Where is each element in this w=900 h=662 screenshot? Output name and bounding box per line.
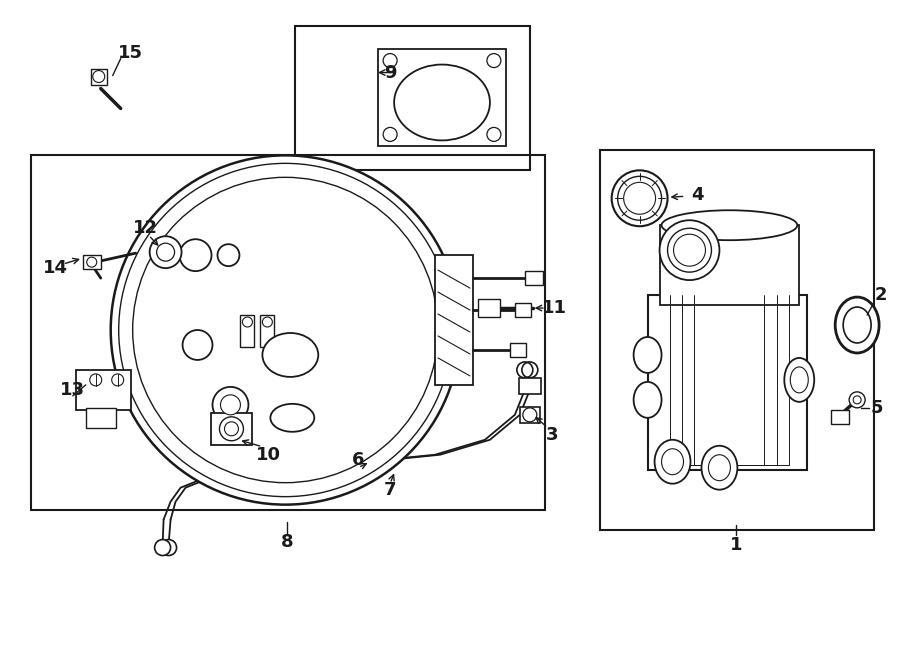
Circle shape [624, 182, 655, 214]
Circle shape [220, 417, 243, 441]
Text: 3: 3 [545, 426, 558, 444]
Ellipse shape [662, 449, 683, 475]
Circle shape [673, 234, 706, 266]
Ellipse shape [218, 244, 239, 266]
Ellipse shape [634, 382, 661, 418]
Circle shape [160, 540, 176, 555]
Ellipse shape [132, 177, 438, 483]
Ellipse shape [790, 367, 808, 393]
Ellipse shape [394, 65, 490, 140]
Bar [525, 271, 543, 285]
Bar [260, 315, 274, 347]
Circle shape [155, 540, 171, 555]
Text: 5: 5 [871, 399, 884, 417]
Bar [520, 407, 540, 423]
Text: 12: 12 [133, 219, 158, 237]
Circle shape [157, 243, 175, 261]
Bar [660, 225, 799, 305]
Circle shape [487, 127, 501, 142]
Bar [76, 370, 130, 410]
Circle shape [242, 317, 252, 327]
Ellipse shape [662, 211, 797, 240]
Ellipse shape [634, 337, 661, 373]
Circle shape [522, 362, 538, 378]
Circle shape [487, 54, 501, 68]
Circle shape [617, 176, 662, 220]
Text: 11: 11 [543, 299, 567, 317]
Ellipse shape [263, 333, 319, 377]
Text: 13: 13 [60, 381, 86, 399]
Bar [91, 69, 107, 85]
Bar [599, 150, 874, 530]
Bar [435, 255, 473, 385]
Ellipse shape [180, 239, 211, 271]
Ellipse shape [708, 455, 731, 481]
Text: 2: 2 [875, 286, 887, 304]
Ellipse shape [654, 440, 690, 484]
Text: 9: 9 [384, 64, 396, 81]
Bar [519, 378, 541, 394]
Ellipse shape [270, 404, 314, 432]
Circle shape [263, 317, 273, 327]
Bar [86, 408, 116, 428]
Text: 6: 6 [352, 451, 365, 469]
Ellipse shape [119, 164, 452, 496]
Circle shape [224, 422, 238, 436]
Text: 7: 7 [384, 481, 396, 498]
Circle shape [853, 396, 861, 404]
Bar [510, 343, 526, 357]
Ellipse shape [835, 297, 879, 353]
Text: 14: 14 [43, 259, 68, 277]
Bar [648, 295, 807, 470]
Circle shape [660, 220, 719, 280]
Ellipse shape [843, 307, 871, 343]
Bar [515, 303, 531, 317]
Circle shape [668, 228, 712, 272]
Circle shape [93, 71, 104, 83]
Ellipse shape [212, 387, 248, 423]
Circle shape [850, 392, 865, 408]
Ellipse shape [111, 156, 460, 504]
Text: 15: 15 [118, 44, 143, 62]
Bar [832, 410, 850, 424]
Circle shape [112, 374, 123, 386]
Circle shape [90, 374, 102, 386]
Bar [478, 299, 500, 317]
Circle shape [383, 54, 397, 68]
Bar [31, 156, 544, 510]
Ellipse shape [220, 395, 240, 415]
Text: 1: 1 [730, 536, 742, 553]
Circle shape [149, 236, 182, 268]
Text: 8: 8 [281, 532, 293, 551]
Circle shape [612, 170, 668, 226]
Circle shape [523, 408, 536, 422]
Circle shape [86, 257, 96, 267]
Bar [240, 315, 255, 347]
Ellipse shape [183, 330, 212, 360]
Ellipse shape [784, 358, 814, 402]
Ellipse shape [701, 446, 737, 490]
Bar [83, 255, 101, 269]
Bar [378, 48, 506, 146]
Text: 4: 4 [691, 186, 704, 205]
Circle shape [383, 127, 397, 142]
Text: 10: 10 [256, 446, 281, 464]
Bar [211, 413, 252, 445]
Bar [295, 26, 530, 170]
